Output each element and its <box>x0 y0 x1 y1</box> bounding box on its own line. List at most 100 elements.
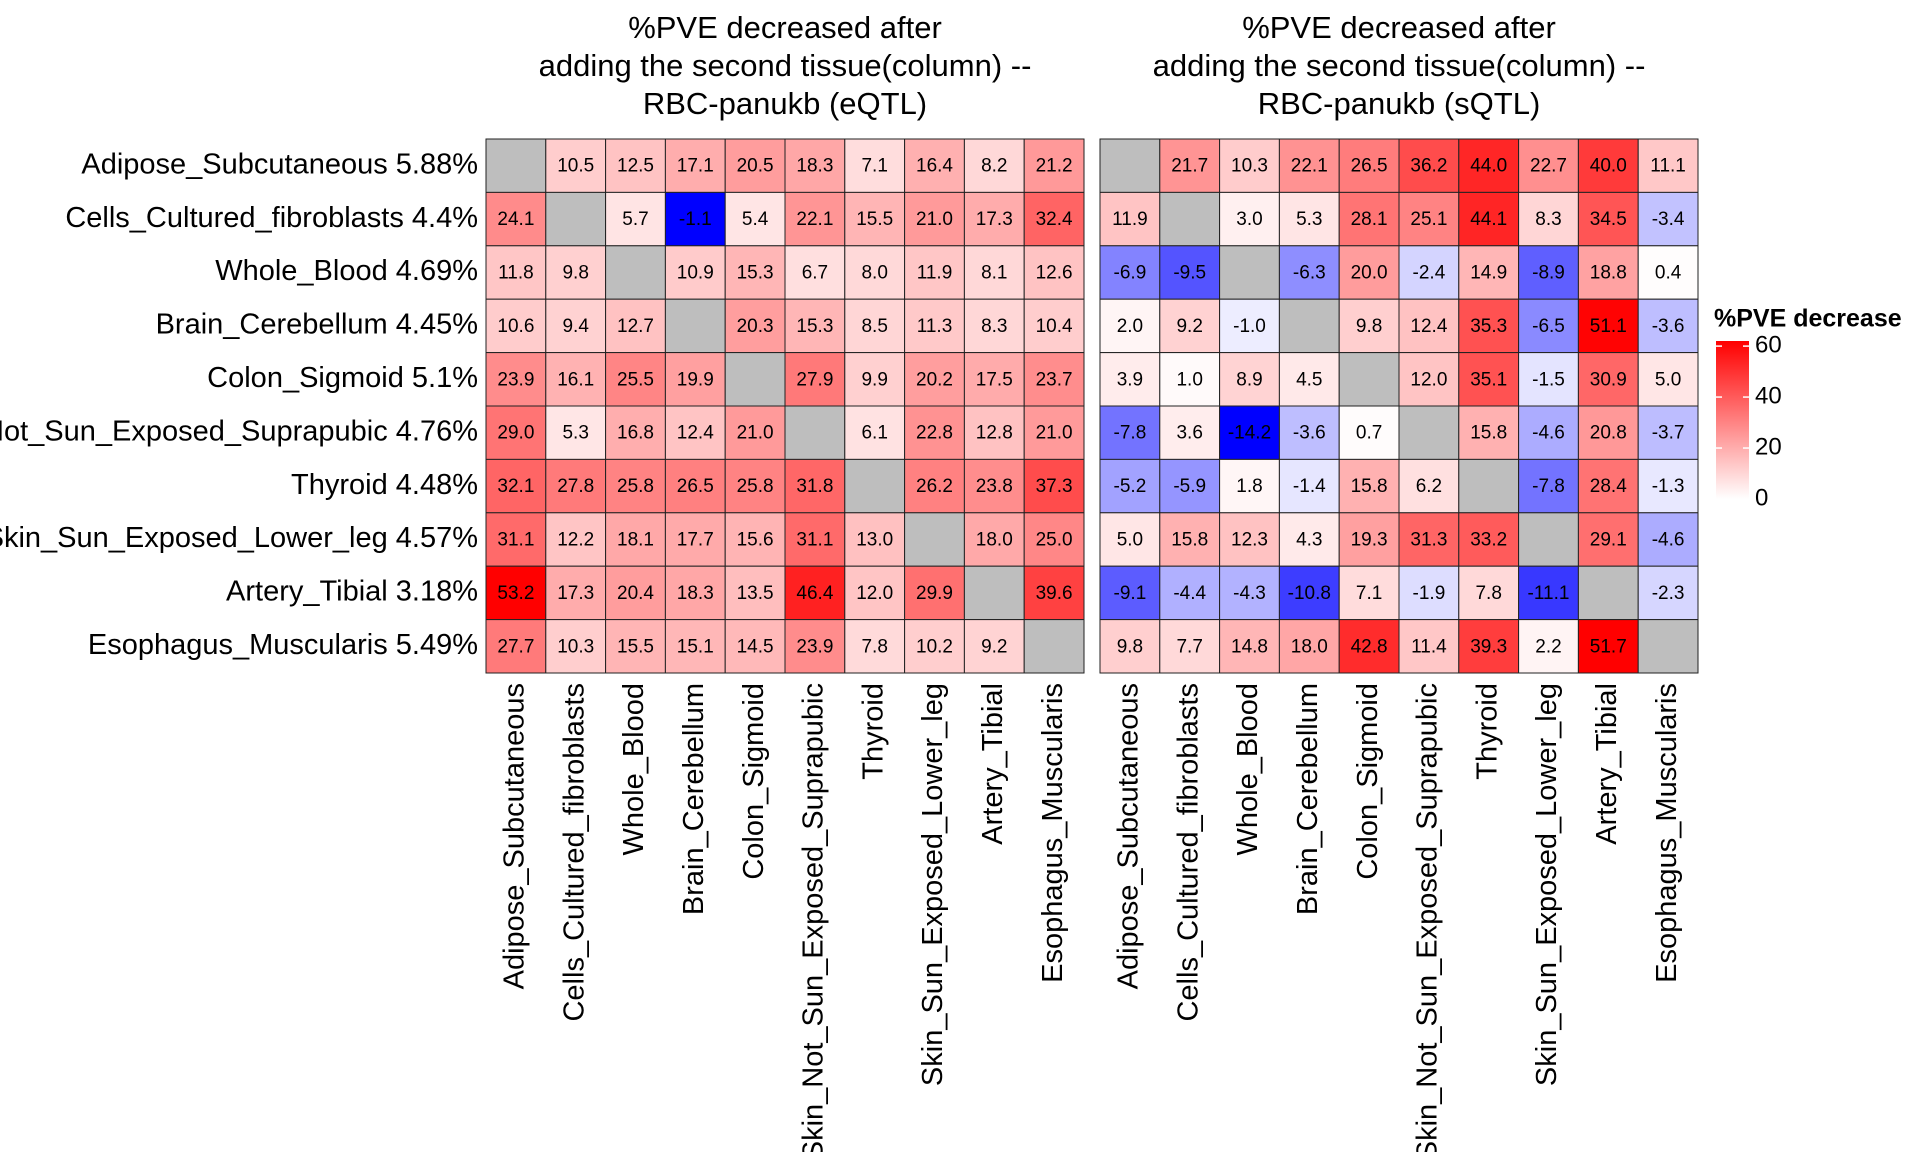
cell-label: 44.0 <box>1470 156 1507 177</box>
cell-label: 20.0 <box>1351 263 1388 284</box>
heatmap-cell <box>844 352 906 407</box>
column-label: Artery_Tibial <box>977 683 1009 845</box>
cell-label: 10.4 <box>1036 316 1073 337</box>
cell-label: -1.9 <box>1413 583 1446 604</box>
heatmap-cell <box>1338 191 1400 247</box>
row-label: Thyroid 4.48% <box>291 469 478 501</box>
column-label: Whole_Blood <box>618 683 650 856</box>
heatmap-cell <box>545 138 607 193</box>
cell-label: 11.3 <box>917 316 953 337</box>
cell-label: 26.2 <box>916 476 953 497</box>
heatmap-cell <box>784 245 846 300</box>
heatmap-cell <box>1023 352 1085 407</box>
heatmap-cell <box>1278 298 1340 354</box>
row-label: Esophagus_Muscularis 5.49% <box>88 629 478 661</box>
cell-label: 18.1 <box>617 530 654 551</box>
cell-label: 2.2 <box>1535 636 1561 657</box>
cell-label: 17.5 <box>976 369 1013 390</box>
heatmap-cell <box>1023 565 1085 621</box>
cell-label: 15.1 <box>677 636 714 657</box>
cell-label: 31.3 <box>1410 530 1447 551</box>
heatmap-cell <box>963 191 1025 247</box>
heatmap-cell <box>1278 458 1340 514</box>
heatmap-cell <box>1458 191 1520 247</box>
heatmap-cell <box>724 405 786 460</box>
cell-label: 25.5 <box>617 369 654 390</box>
heatmap-cell <box>724 245 786 300</box>
heatmap-cell <box>1637 619 1699 674</box>
cell-label: 7.8 <box>861 636 887 657</box>
heatmap-cell <box>1099 352 1161 407</box>
column-label: Colon_Sigmoid <box>1352 683 1384 880</box>
heatmap-cell <box>904 619 965 674</box>
heatmap-cell <box>904 191 965 247</box>
heatmap-cell <box>1577 352 1639 407</box>
column-label: Colon_Sigmoid <box>738 683 770 880</box>
cell-label: 31.8 <box>796 476 833 497</box>
heatmap-cell <box>1278 191 1340 247</box>
heatmap-cell <box>1099 458 1161 514</box>
heatmap-cell <box>1458 298 1520 354</box>
cell-label: -8.9 <box>1532 263 1565 284</box>
heatmap-cell <box>485 298 547 354</box>
cell-label: 7.1 <box>861 156 887 177</box>
cell-label: 22.8 <box>916 423 953 444</box>
cell-label: 14.5 <box>737 636 774 657</box>
heatmap-cell <box>904 352 965 407</box>
cell-label: 10.2 <box>916 636 953 657</box>
heatmap-cell <box>1458 352 1520 407</box>
heatmap-cell <box>844 458 906 514</box>
cell-label: 9.8 <box>1356 316 1382 337</box>
cell-label: 8.1 <box>981 263 1007 284</box>
heatmap-cell <box>1338 298 1400 354</box>
cell-label: 9.8 <box>1117 636 1143 657</box>
cell-label: 3.9 <box>1117 369 1143 390</box>
heatmap-cell <box>1577 245 1639 300</box>
cell-label: 15.5 <box>617 636 654 657</box>
heatmap-cell <box>1023 512 1085 567</box>
heatmap-cell <box>1577 405 1639 460</box>
heatmap-cell <box>1398 458 1460 514</box>
cell-label: 9.2 <box>981 636 1007 657</box>
cell-label: 7.1 <box>1356 583 1382 604</box>
heatmap-cell <box>664 138 726 193</box>
cell-label: 29.1 <box>1590 530 1627 551</box>
column-label: Artery_Tibial <box>1591 683 1623 845</box>
heatmap-cell <box>485 352 547 407</box>
cell-label: 28.4 <box>1590 476 1627 497</box>
heatmap-cell <box>1637 405 1699 460</box>
row-label: Whole_Blood 4.69% <box>215 255 478 287</box>
heatmap-cell <box>485 619 547 674</box>
heatmap-cell <box>664 565 726 621</box>
heatmap-cell <box>1159 458 1221 514</box>
heatmap-cell <box>844 565 906 621</box>
cell-label: -1.4 <box>1293 476 1326 497</box>
heatmap-cell <box>1577 512 1639 567</box>
cell-label: 11.9 <box>1112 209 1148 230</box>
heatmap-cell <box>1219 245 1280 300</box>
heatmap-cell <box>1099 512 1161 567</box>
heatmap-cell <box>1637 512 1699 567</box>
heatmap-cell <box>1219 352 1280 407</box>
cell-label: -6.9 <box>1114 263 1147 284</box>
column-label: Cells_Cultured_fibroblasts <box>1172 683 1204 1022</box>
cell-label: 12.4 <box>677 423 714 444</box>
heatmap-cell <box>1518 298 1579 354</box>
legend-tick-label: 0 <box>1755 484 1768 511</box>
column-label: Adipose_Subcutaneous <box>1113 683 1145 989</box>
heatmap-cell <box>1219 458 1280 514</box>
cell-label: 15.5 <box>856 209 893 230</box>
heatmap-cell <box>1159 512 1221 567</box>
cell-label: 18.3 <box>796 156 833 177</box>
cell-label: 23.9 <box>497 369 534 390</box>
row-label: Colon_Sigmoid 5.1% <box>207 362 478 394</box>
cell-label: -7.8 <box>1114 423 1147 444</box>
chart-title: adding the second tissue(column) -- <box>1153 48 1646 83</box>
heatmap-cell <box>1458 458 1520 514</box>
cell-label: 29.9 <box>916 583 953 604</box>
cell-label: 12.7 <box>617 316 654 337</box>
heatmap-cell <box>844 619 906 674</box>
chart-title: RBC-panukb (eQTL) <box>643 86 927 121</box>
heatmap-cell <box>724 565 786 621</box>
heatmap-cell <box>605 619 666 674</box>
